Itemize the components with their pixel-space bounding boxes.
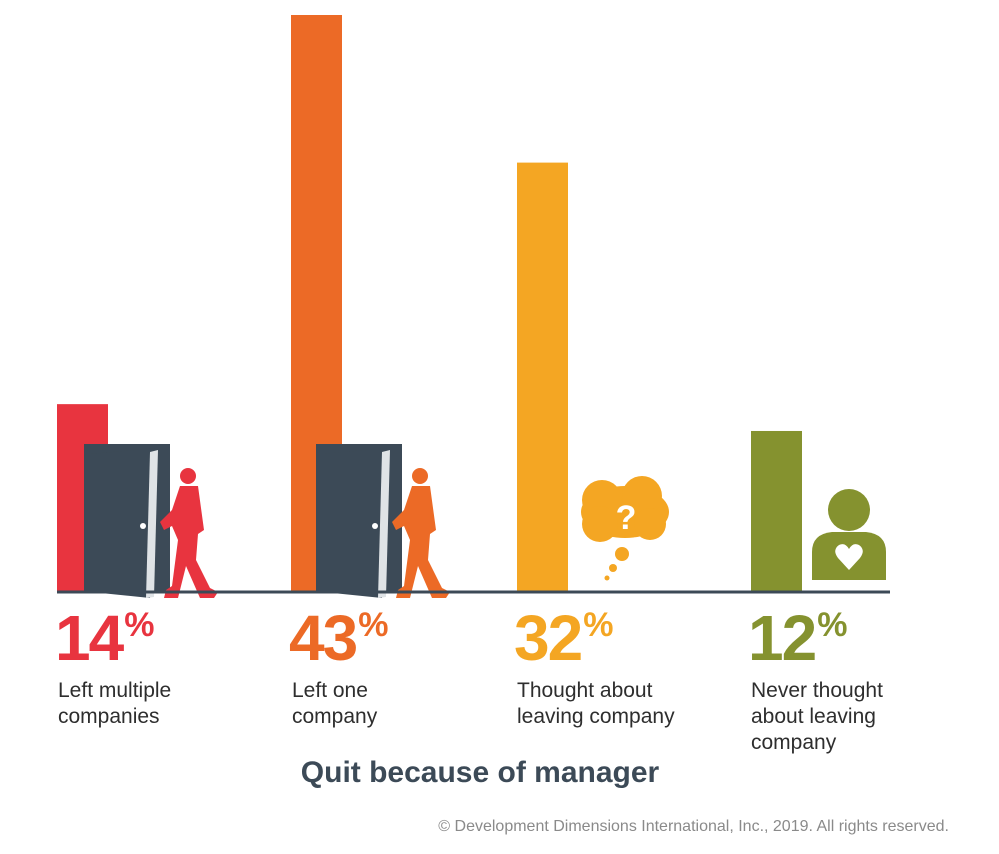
category-label-4: Never thought about leaving company <box>751 679 883 754</box>
copyright-footer: © Development Dimensions International, … <box>438 818 949 835</box>
percent-value-3: 32% <box>514 602 614 674</box>
door-walking-person-icon <box>316 444 450 598</box>
bars-group <box>57 15 802 592</box>
category-label-2: Left one company <box>292 679 378 728</box>
percent-value-1: 14% <box>55 602 155 674</box>
percent-value-4: 12% <box>748 602 848 674</box>
question-thought-bubble-icon: ? <box>581 476 669 581</box>
person-heart-icon <box>812 489 886 580</box>
svg-text:?: ? <box>616 499 637 537</box>
bar-4 <box>751 430 802 592</box>
category-label-3: Thought about leaving company <box>517 679 675 728</box>
chart-title: Quit because of manager <box>300 756 660 789</box>
percent-value-2: 43% <box>289 602 389 674</box>
bar-3 <box>517 162 568 592</box>
category-label-1: Left multiple companies <box>58 679 172 728</box>
door-walking-person-icon <box>84 444 218 598</box>
